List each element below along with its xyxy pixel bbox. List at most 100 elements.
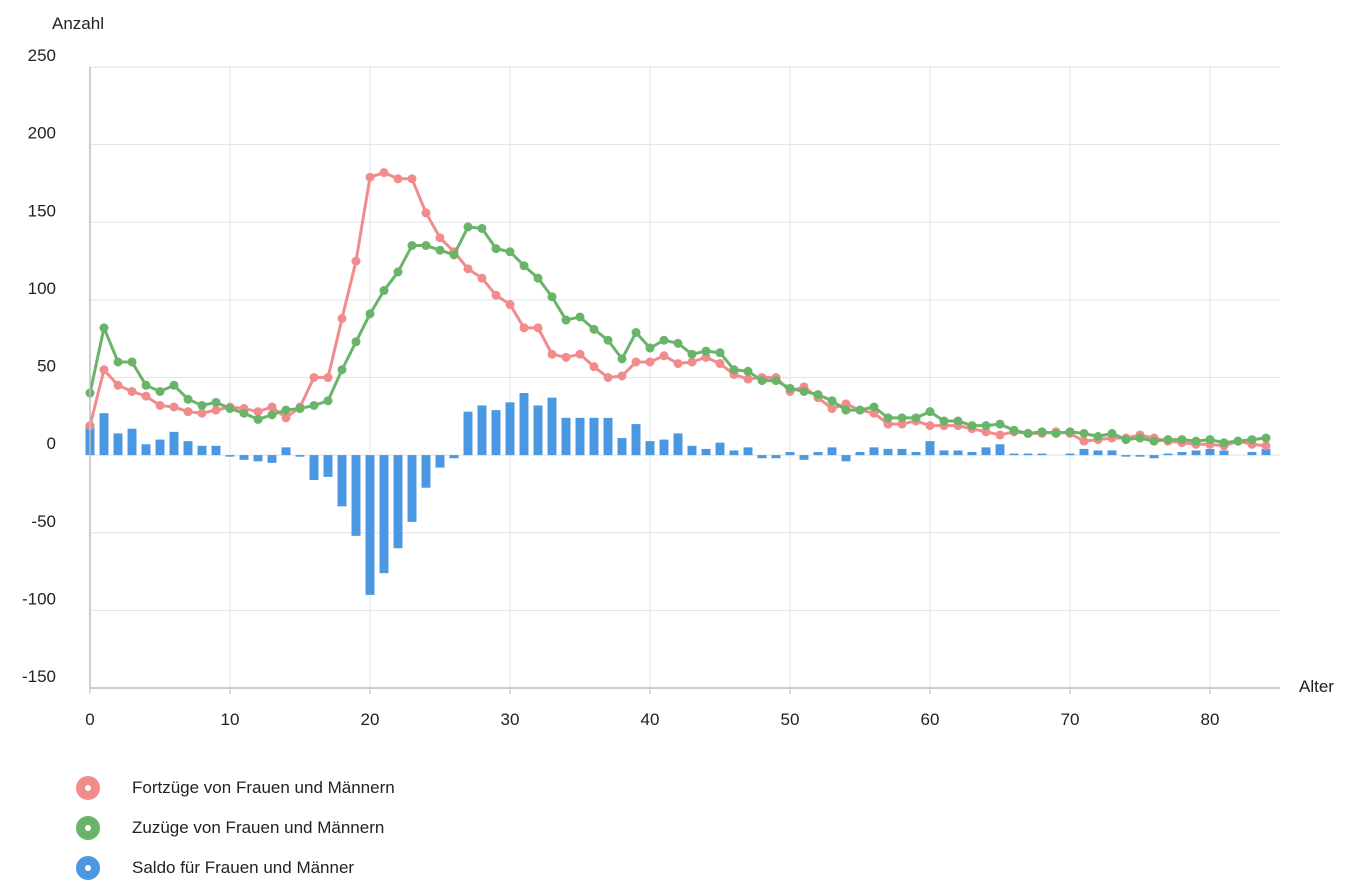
bar (631, 424, 641, 456)
data-point (897, 413, 907, 423)
data-point (673, 338, 683, 348)
grid (89, 66, 1280, 689)
data-point (687, 349, 697, 359)
bar (155, 439, 165, 456)
data-point (589, 324, 599, 334)
data-point (253, 414, 263, 424)
data-point (1079, 436, 1089, 446)
bar (771, 455, 781, 459)
bar (197, 445, 207, 456)
bar (449, 455, 459, 459)
bar (967, 452, 977, 456)
bar (435, 455, 445, 468)
bar (533, 405, 543, 456)
bar (1079, 448, 1089, 456)
bar (897, 448, 907, 456)
data-point (113, 380, 123, 390)
legend-marker-icon (76, 856, 100, 880)
axes: Anzahl Alter -150 -100 -50 0 50 100 150 200 250 0… (22, 14, 1334, 729)
data-point (925, 407, 935, 417)
data-point (1023, 428, 1033, 438)
data-point (281, 413, 291, 423)
data-point (477, 273, 487, 283)
data-point (785, 383, 795, 393)
bar (407, 455, 417, 522)
series-line (88, 171, 1267, 448)
bar (939, 450, 949, 456)
data-point (295, 404, 305, 414)
y-tick-label: 200 (28, 124, 56, 143)
data-point (505, 247, 515, 257)
data-point (1261, 433, 1271, 443)
data-point (631, 327, 641, 337)
data-point (981, 427, 991, 437)
x-tick-label: 50 (781, 710, 800, 729)
data-point (533, 323, 543, 333)
bar (323, 455, 333, 477)
data-point (701, 352, 711, 362)
data-point (1093, 431, 1103, 441)
data-point (757, 376, 767, 386)
legend-item[interactable]: Zuzüge von Frauen und Männern (76, 808, 395, 848)
data-point (603, 335, 613, 345)
data-point (911, 413, 921, 423)
bar (141, 444, 151, 456)
bar (267, 455, 277, 463)
data-point (141, 391, 151, 401)
data-point (1037, 427, 1047, 437)
data-point (183, 394, 193, 404)
legend-item[interactable]: Fortzüge von Frauen und Männern (76, 768, 395, 808)
data-point (1065, 427, 1075, 437)
data-point (519, 323, 529, 333)
data-point (449, 250, 459, 260)
x-axis-label: Alter (1299, 677, 1334, 696)
bar (603, 417, 613, 456)
legend-item[interactable]: Saldo für Frauen und Männer (76, 848, 395, 888)
bar (113, 433, 123, 456)
data-point (575, 349, 585, 359)
y-tick-label: -150 (22, 667, 56, 686)
data-point (1163, 435, 1173, 445)
bar (925, 441, 935, 456)
data-point (169, 402, 179, 412)
data-point (113, 357, 123, 367)
data-point (645, 357, 655, 367)
bar (715, 442, 725, 456)
data-point (435, 245, 445, 255)
data-point (267, 410, 277, 420)
y-tick-label: 150 (28, 201, 56, 220)
bar (183, 441, 193, 456)
bar (1023, 453, 1033, 456)
bar (477, 405, 487, 456)
x-tick-label: 10 (221, 710, 240, 729)
data-point (561, 352, 571, 362)
data-point (505, 300, 515, 310)
data-point (953, 416, 963, 426)
data-point (547, 292, 557, 302)
data-point (393, 267, 403, 277)
data-point (981, 421, 991, 431)
line-series (85, 168, 1271, 451)
bar-series (85, 393, 1271, 595)
bar (225, 455, 235, 457)
bar (869, 447, 879, 456)
bar (365, 455, 375, 595)
bar (575, 417, 585, 456)
data-point (211, 397, 221, 407)
y-tick-label: -50 (31, 512, 56, 531)
line-series-0 (85, 168, 1271, 451)
bar (701, 448, 711, 456)
data-point (939, 416, 949, 426)
data-point (519, 261, 529, 271)
bar (883, 448, 893, 456)
data-point (421, 208, 431, 218)
bar (1093, 450, 1103, 456)
data-point (617, 354, 627, 364)
data-point (1079, 428, 1089, 438)
bar (99, 413, 109, 456)
bar (351, 455, 361, 536)
data-point (673, 359, 683, 369)
data-point (743, 366, 753, 376)
legend-label: Saldo für Frauen und Männer (132, 858, 355, 877)
data-point (239, 408, 249, 418)
